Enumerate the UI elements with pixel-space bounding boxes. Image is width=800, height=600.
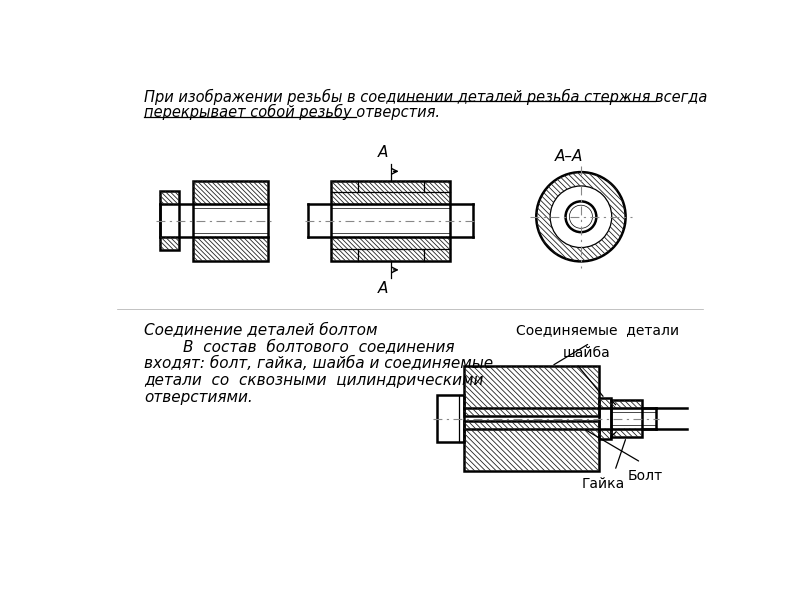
Text: Соединяемые  детали: Соединяемые детали: [516, 323, 679, 337]
Text: входят: болт, гайка, шайба и соединяемые: входят: болт, гайка, шайба и соединяемые: [144, 356, 494, 371]
Bar: [464, 366, 598, 416]
Bar: [193, 181, 267, 260]
Text: детали  со  сквозными  цилиндрическими: детали со сквозными цилиндрическими: [144, 373, 484, 388]
Text: Болт: Болт: [627, 469, 662, 482]
Text: При изображении резьбы в соединении деталей резьба стержня всегда: При изображении резьбы в соединении дета…: [144, 89, 708, 105]
Circle shape: [566, 202, 596, 232]
Text: А–А: А–А: [555, 149, 583, 164]
Text: отверстиями.: отверстиями.: [144, 390, 253, 405]
Text: Гайка: Гайка: [582, 477, 625, 491]
Text: А: А: [378, 281, 388, 296]
Text: шайба: шайба: [562, 346, 610, 360]
Bar: [598, 398, 611, 439]
Text: перекрывает собой резьбу отверстия.: перекрывает собой резьбу отверстия.: [144, 104, 440, 121]
Text: В  состав  болтового  соединения: В состав болтового соединения: [144, 339, 455, 354]
Text: Соединение деталей болтом: Соединение деталей болтом: [144, 322, 378, 337]
Bar: [160, 191, 179, 250]
Bar: [331, 181, 450, 260]
Bar: [611, 400, 642, 437]
Text: А: А: [378, 145, 388, 160]
Bar: [437, 395, 464, 442]
Bar: [464, 421, 598, 471]
